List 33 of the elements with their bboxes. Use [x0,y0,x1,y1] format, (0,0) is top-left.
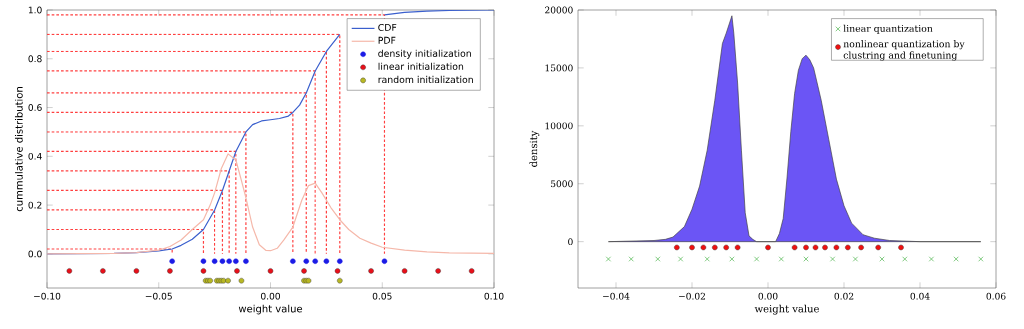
legend-label: density initialization [378,49,471,59]
x-tick-label: 0.02 [834,292,854,300]
y-tick-label: 0.6 [28,104,42,111]
x-tick-label: −0.02 [679,292,706,300]
x-tick-label: 0.00 [261,292,280,300]
legend-label: CDF [378,23,397,31]
y-axis-title: cummulative distribution [14,87,23,212]
legend-label: linear quantization [843,24,933,34]
x-axis-title: weight value [238,304,303,315]
x-tick-label: 0.06 [986,292,1006,300]
y-tick-label: 1.0 [28,6,42,14]
y-tick-label: 0 [568,238,573,246]
x-tick-label: 0.04 [910,292,930,300]
x-tick-label: −0.04 [603,292,630,300]
y-tick-label: 0.2 [28,201,42,209]
legend-label: nonlinear quantization by clustring and finetuning [843,40,965,61]
y-tick-label: 10000 [545,122,573,130]
y-tick-label: 0.4 [28,152,42,160]
y-tick-label: 0.0 [28,250,42,258]
x-tick-label: 0.05 [372,292,392,300]
legend-label: random initialization [378,75,473,84]
y-tick-label: 0.8 [28,55,42,63]
y-axis-title: density [529,130,540,167]
x-tick-label: −0.05 [145,292,172,300]
y-tick-label: 5000 [551,180,573,188]
y-tick-label: 20000 [545,6,573,14]
x-tick-label: 0.10 [484,292,504,300]
legend-label: PDF [378,36,396,44]
x-tick-label: 0.00 [758,292,778,300]
y-tick-label: 15000 [545,64,573,72]
legend-label: linear initialization [378,62,464,70]
x-axis-title: weight value [754,304,819,315]
x-tick-label: −0.10 [34,292,61,300]
